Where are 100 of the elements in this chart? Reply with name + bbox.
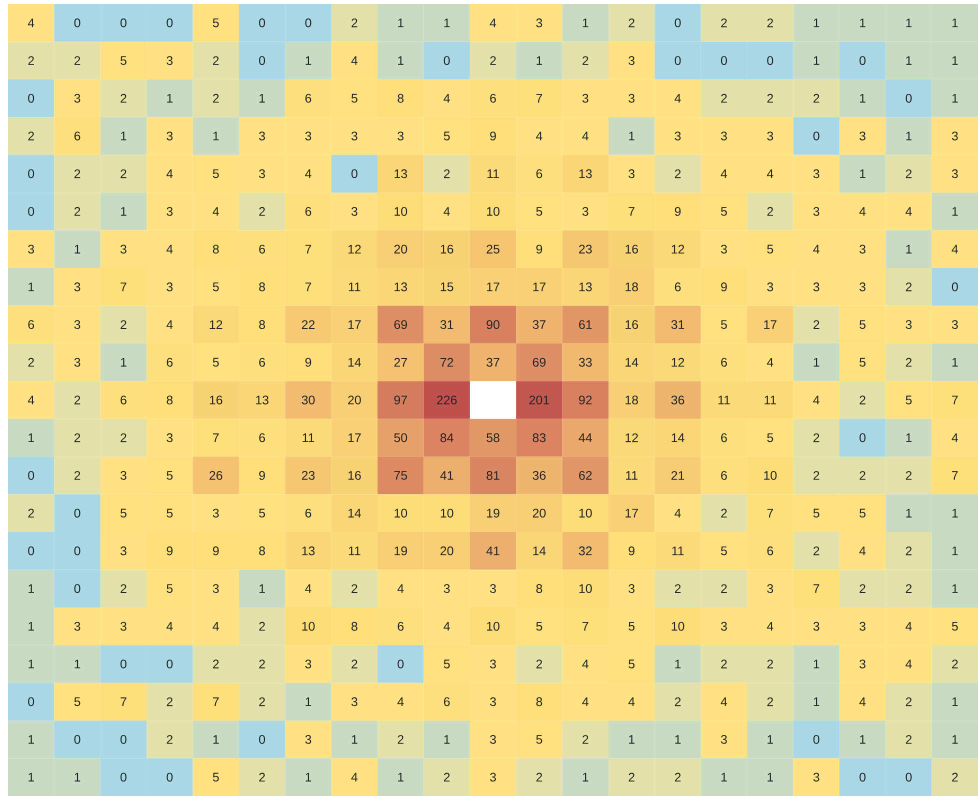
data-label: 11 xyxy=(348,546,360,556)
data-label: 18 xyxy=(626,282,638,292)
data-label: 1 xyxy=(444,735,450,744)
data-label: 92 xyxy=(579,396,592,404)
data-label: 2 xyxy=(721,508,727,518)
data-label: 12 xyxy=(672,358,684,367)
data-label: 12 xyxy=(348,244,361,254)
data-label: 1 xyxy=(952,18,958,28)
data-label: 10 xyxy=(764,471,777,480)
data-label: 13 xyxy=(394,169,408,178)
data-label: 3 xyxy=(28,244,34,254)
data-label: 1 xyxy=(906,18,912,28)
data-label: 2 xyxy=(74,207,80,216)
data-label: 1 xyxy=(28,772,34,782)
data-label: 3 xyxy=(813,169,820,178)
data-label: 2 xyxy=(952,772,958,782)
data-label: 5 xyxy=(860,508,866,518)
data-label: 6 xyxy=(490,94,496,103)
data-label: 2 xyxy=(767,94,774,103)
data-label: 4 xyxy=(166,244,173,254)
data-label: 1 xyxy=(28,735,34,744)
data-label: 37 xyxy=(532,320,546,330)
data-label: 3 xyxy=(351,207,358,216)
data-label: 69 xyxy=(394,320,407,330)
data-label: 3 xyxy=(813,622,820,631)
data-label: 10 xyxy=(487,622,500,631)
data-label: 8 xyxy=(398,94,404,103)
data-label: 2 xyxy=(721,18,727,28)
data-label: 3 xyxy=(490,697,496,706)
data-label: 2 xyxy=(352,18,358,28)
data-label: 3 xyxy=(490,772,496,782)
data-label: 3 xyxy=(813,282,820,292)
data-label: 2 xyxy=(74,396,80,404)
data-label: 4 xyxy=(813,396,820,404)
data-label: 5 xyxy=(536,207,542,216)
data-label: 3 xyxy=(813,772,820,782)
data-label: 10 xyxy=(394,207,408,216)
data-label: 0 xyxy=(906,94,912,103)
data-label: 2 xyxy=(628,18,634,28)
data-label: 16 xyxy=(348,471,361,480)
data-label: 2 xyxy=(259,772,265,782)
data-label: 16 xyxy=(210,396,222,404)
data-label: 15 xyxy=(440,282,454,292)
data-label: 5 xyxy=(952,622,958,631)
data-label: 3 xyxy=(74,358,80,367)
data-label: 1 xyxy=(213,735,219,744)
data-label: 11 xyxy=(302,433,314,442)
data-label: 0 xyxy=(860,772,866,782)
data-label: 16 xyxy=(626,320,638,330)
data-label: 10 xyxy=(579,508,592,518)
data-label: 1 xyxy=(213,132,219,140)
data-label: 6 xyxy=(305,207,312,216)
data-label: 4 xyxy=(859,546,866,556)
data-label: 23 xyxy=(302,471,315,480)
data-label: 2 xyxy=(536,660,542,668)
data-label: 2 xyxy=(28,358,34,367)
data-label: 1 xyxy=(352,735,358,744)
data-label: 3 xyxy=(628,169,635,178)
data-label: 6 xyxy=(305,508,312,518)
data-label: 4 xyxy=(906,207,912,216)
data-label: 1 xyxy=(860,94,866,103)
data-label: 4 xyxy=(859,207,866,216)
data-label: 2 xyxy=(906,546,912,556)
data-label: 2 xyxy=(674,697,681,706)
data-label: 7 xyxy=(628,207,634,216)
data-label: 8 xyxy=(259,282,265,292)
data-label: 3 xyxy=(74,622,80,631)
data-label: 1 xyxy=(28,622,34,631)
data-label: 10 xyxy=(579,584,592,594)
data-label: 2 xyxy=(28,132,34,140)
data-label: 11 xyxy=(487,169,499,178)
data-label: 11 xyxy=(626,471,638,480)
data-label: 1 xyxy=(860,735,866,744)
data-label: 7 xyxy=(213,697,219,706)
data-label: 75 xyxy=(394,471,408,480)
data-label: 0 xyxy=(767,56,774,65)
data-label: 7 xyxy=(213,433,219,442)
data-label: 4 xyxy=(582,660,588,668)
data-label: 4 xyxy=(444,622,450,631)
data-label: 11 xyxy=(718,396,730,404)
data-label: 11 xyxy=(348,282,360,292)
data-label: 4 xyxy=(536,132,542,140)
data-label: 0 xyxy=(28,169,34,178)
data-label: 5 xyxy=(767,433,774,442)
data-label: 4 xyxy=(28,396,34,404)
data-label: 1 xyxy=(814,358,820,367)
data-label: 4 xyxy=(766,169,774,178)
data-label: 3 xyxy=(166,132,173,140)
data-label: 1 xyxy=(814,18,820,28)
data-label: 3 xyxy=(166,56,173,65)
data-label: 2 xyxy=(490,56,496,65)
data-label: 0 xyxy=(166,660,173,668)
data-label: 13 xyxy=(579,169,592,178)
data-label: 2 xyxy=(767,18,774,28)
data-label: 1 xyxy=(952,94,958,103)
data-label: 2 xyxy=(582,735,588,744)
data-label: 0 xyxy=(259,18,266,28)
data-label: 2 xyxy=(444,772,450,782)
data-label: 4 xyxy=(444,207,450,216)
data-label: 1 xyxy=(906,508,912,518)
